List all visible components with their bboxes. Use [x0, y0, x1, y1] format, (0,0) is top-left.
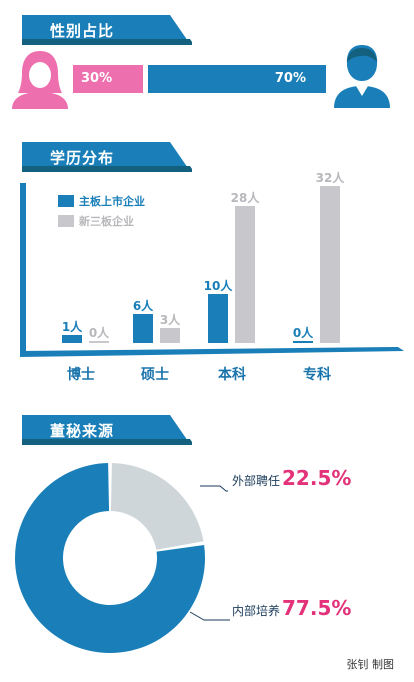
bar-value-label-new-third-board-2: 28人	[230, 190, 260, 205]
legend-swatch-main-board	[58, 195, 74, 207]
secretary-source-donut	[15, 463, 230, 653]
education-section-title: 学历分布	[50, 149, 115, 167]
donut-label-external: 外部聘任	[232, 474, 281, 488]
female-avatar-icon	[12, 51, 68, 109]
male-avatar-icon	[334, 45, 390, 108]
category-label-bachelor: 本科	[218, 367, 246, 383]
donut-caption-external: 外部聘任 22.5%	[232, 466, 351, 490]
category-label-junior-college: 专科	[303, 367, 331, 383]
donut-caption-internal: 内部培养 77.5%	[232, 596, 351, 620]
leader-line-external	[200, 485, 228, 492]
category-label-master: 硕士	[141, 367, 169, 383]
donut-label-internal: 内部培养	[232, 604, 281, 618]
bar-main-board-0	[62, 335, 82, 343]
legend-label-new-third-board: 新三板企业	[79, 215, 134, 228]
category-label-phd: 博士	[67, 367, 95, 383]
secretary-source-title: 董秘来源	[50, 422, 115, 440]
credit-text: 张钊 制图	[346, 658, 395, 671]
banner-shape	[22, 142, 192, 172]
donut-slice-internal	[15, 463, 206, 653]
banner-shape	[22, 415, 192, 445]
bar-value-label-main-board-3: 0人	[292, 326, 314, 340]
female-share-label: 30%	[81, 71, 113, 86]
bar-value-label-main-board-0: 1人	[61, 320, 83, 334]
legend-label-main-board: 主板上市企业	[79, 195, 145, 208]
male-share-label: 70%	[274, 71, 306, 86]
donut-value-external: 22.5%	[282, 466, 352, 490]
bar-main-board-3	[293, 341, 313, 343]
legend-swatch-new-third-board	[58, 215, 74, 227]
donut-value-internal: 77.5%	[282, 596, 352, 620]
bar-value-label-new-third-board-0: 0人	[88, 326, 110, 340]
bar-new-third-board-0	[89, 341, 109, 343]
female-share-bar: 30%	[73, 65, 143, 93]
bar-new-third-board-2	[235, 205, 255, 343]
bar-main-board-1	[133, 313, 153, 343]
banner-shape	[22, 15, 192, 45]
bar-new-third-board-1	[160, 328, 180, 343]
education-chart-frame	[20, 183, 404, 357]
bar-main-board-2	[208, 294, 228, 343]
bar-value-label-main-board-2: 10人	[203, 279, 233, 293]
donut-slice-external	[110, 463, 204, 550]
bar-new-third-board-3	[320, 186, 340, 343]
bar-value-label-new-third-board-3: 32人	[315, 171, 345, 186]
gender-section-title: 性别占比	[50, 22, 115, 40]
legend-item-new-third-board: 新三板企业	[58, 213, 134, 229]
leader-line-internal	[189, 611, 230, 621]
legend-item-main-board: 主板上市企业	[58, 193, 145, 209]
bar-value-label-main-board-1: 6人	[132, 298, 154, 313]
bar-value-label-new-third-board-1: 3人	[159, 313, 181, 328]
male-share-bar: 70%	[148, 65, 326, 93]
